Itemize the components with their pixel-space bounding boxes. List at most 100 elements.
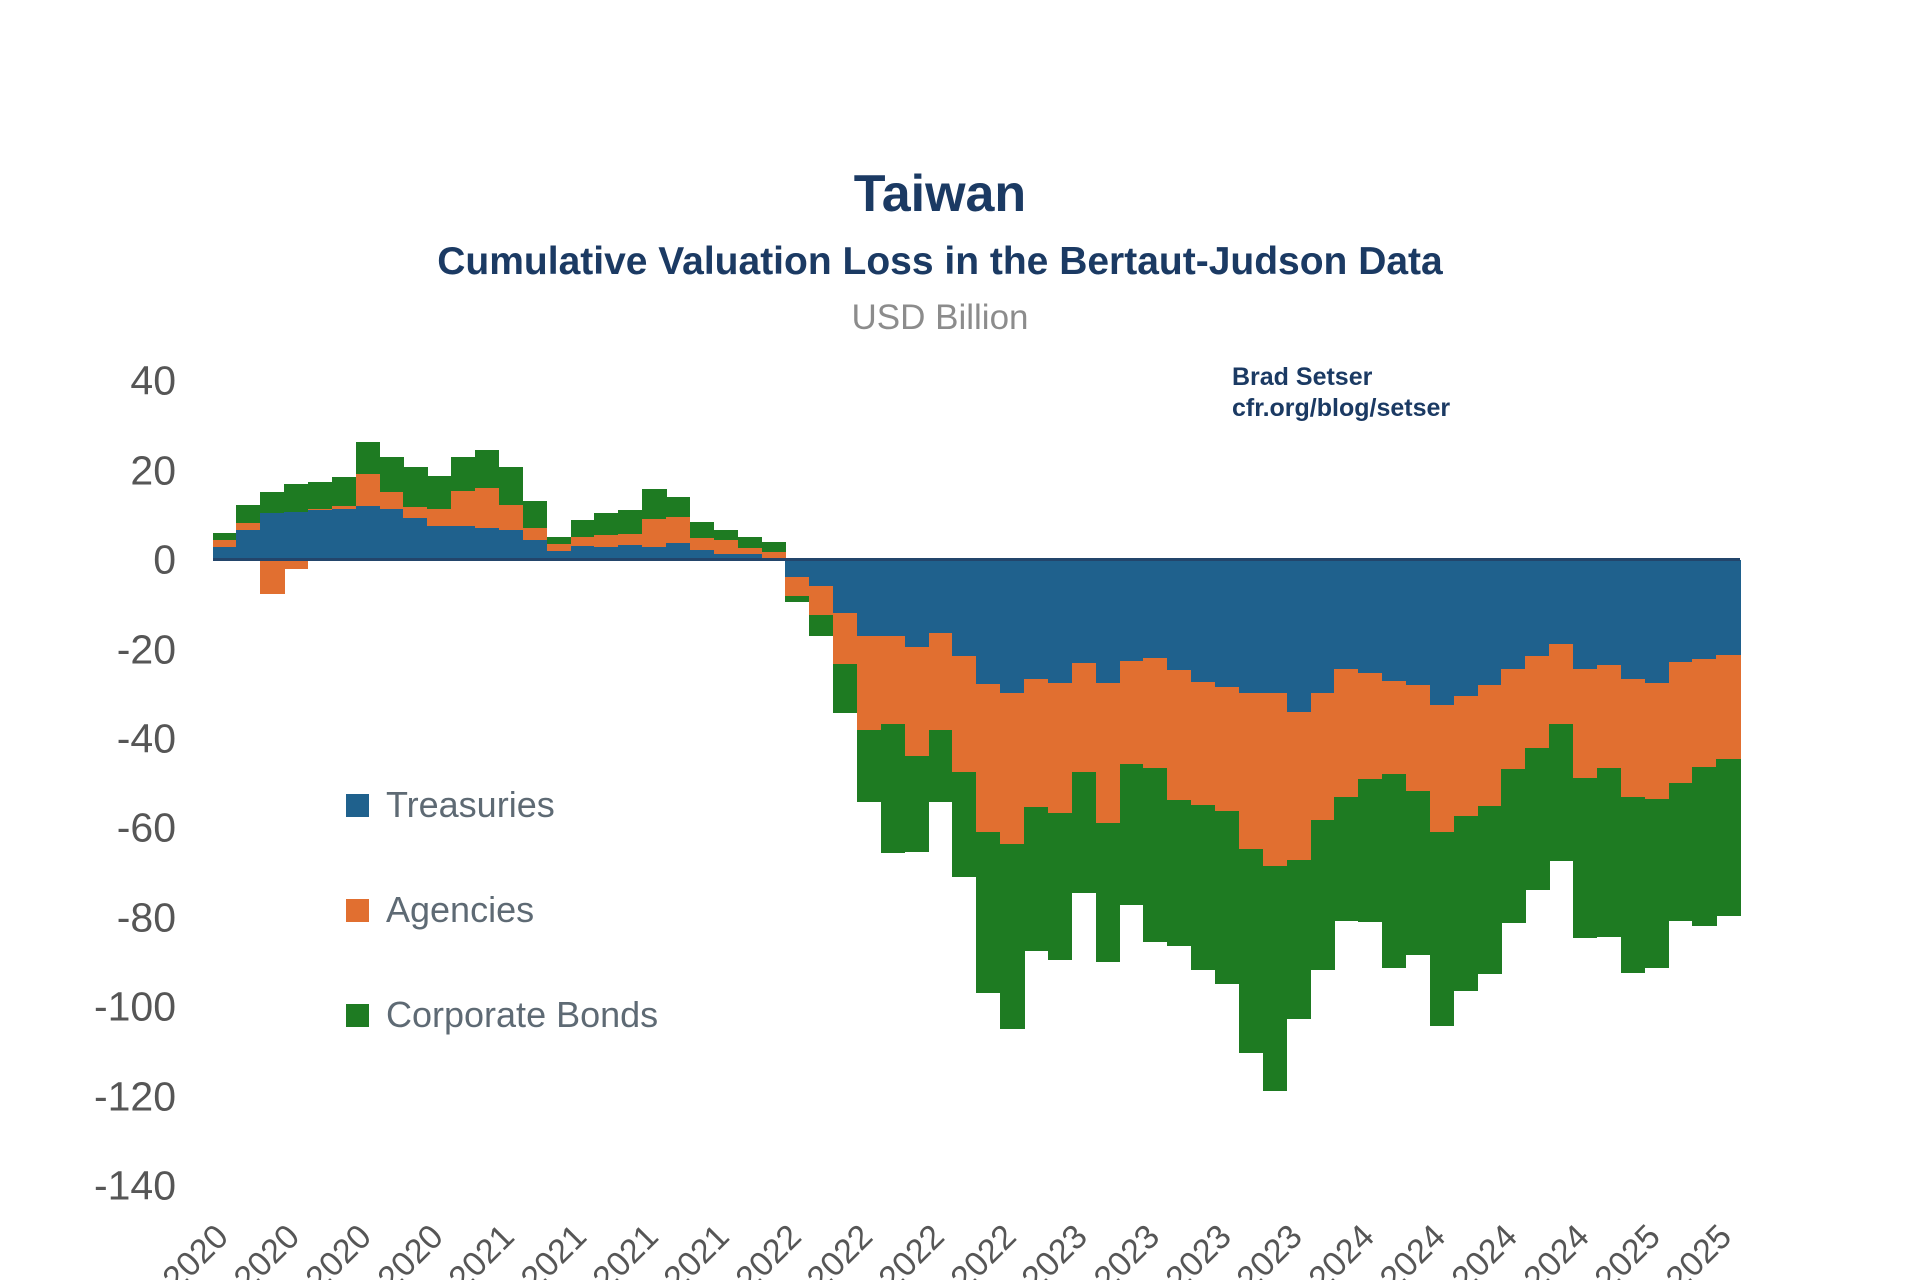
bar-segment [1191, 682, 1216, 806]
y-tick-label: -80 [116, 894, 176, 941]
bar-segment [451, 491, 476, 526]
bar-segment [1071, 771, 1097, 894]
bar-segment [761, 542, 786, 553]
bar-segment [522, 527, 548, 540]
bar-segment [498, 529, 524, 560]
bar-segment [880, 560, 906, 637]
bar-segment [856, 636, 882, 730]
bar-segment [1692, 766, 1717, 926]
y-tick-label: -20 [116, 626, 176, 672]
legend-item-corporate-bonds: Corporate Bonds [346, 994, 658, 1036]
bar-segment [833, 612, 858, 665]
bar-segment [642, 546, 667, 560]
bar-segment [952, 771, 977, 877]
y-tick-label: 40 [130, 357, 176, 404]
bar-segment [928, 633, 953, 731]
bar-segment [1334, 560, 1359, 670]
bar-segment [546, 550, 572, 560]
bar-segment [236, 504, 261, 523]
bar-segment [1573, 777, 1598, 938]
bar-segment [1262, 866, 1288, 1091]
bar-segment [1047, 683, 1073, 813]
bar-segment [666, 517, 691, 543]
bar-segment [307, 508, 333, 510]
bar-segment [1668, 783, 1693, 921]
bar-segment [212, 532, 237, 541]
bar-segment [331, 506, 357, 509]
bar-segment [1143, 768, 1168, 943]
bar-segment [331, 508, 357, 560]
bar-segment [570, 520, 595, 538]
y-tick-label: 0 [153, 536, 176, 583]
legend-label: Treasuries [386, 784, 555, 825]
bar-segment [1167, 670, 1192, 800]
bar-segment [1310, 693, 1335, 821]
bar-segment [1692, 659, 1717, 767]
bar-segment [1716, 654, 1741, 760]
bar-segment [928, 560, 953, 634]
bar-segment [260, 513, 285, 560]
bar-segment [403, 507, 428, 519]
bar-segment [904, 646, 930, 756]
bar-segment [856, 560, 882, 637]
bar-segment [689, 537, 715, 550]
bar-segment [928, 730, 953, 802]
bar-segment [570, 546, 595, 560]
bar-segment [689, 521, 715, 538]
legend-item-treasuries: Treasuries [346, 784, 555, 826]
bar-segment [1596, 664, 1622, 768]
bar-segment [236, 522, 261, 530]
bar-segment [355, 442, 381, 475]
bar-segment [522, 539, 548, 560]
bar-segment [809, 615, 834, 637]
bar-segment [1024, 560, 1049, 679]
bar-segment [1477, 684, 1502, 807]
bar-segment [498, 467, 524, 505]
bar-segment [355, 474, 381, 506]
bar-segment [379, 508, 404, 560]
bar-segment [952, 560, 977, 656]
bar-segment [1406, 560, 1431, 685]
bar-segment [737, 548, 762, 555]
bar-segment [1286, 560, 1311, 713]
bar-segment [498, 504, 524, 530]
bar-segment [1596, 560, 1622, 665]
bar-segment [1358, 779, 1383, 923]
bar-segment [1143, 560, 1168, 658]
bar-segment [809, 560, 834, 586]
bar-segment [1215, 686, 1240, 811]
bar-segment [880, 636, 906, 725]
bar-segment [1644, 560, 1670, 684]
bar-segment [785, 595, 810, 602]
bar-segment [904, 560, 930, 647]
bar-segment [594, 513, 619, 536]
bar-segment [689, 549, 715, 560]
bar-segment [379, 456, 404, 493]
bar-segment [737, 536, 762, 549]
bar-segment [1382, 680, 1407, 775]
bar-segment [713, 530, 739, 541]
bar-segment [1668, 661, 1693, 784]
bar-segment [1191, 560, 1216, 683]
bar-segment [1119, 660, 1144, 764]
bar-segment [1286, 712, 1311, 860]
bar-segment [1167, 560, 1192, 671]
bar-segment [737, 554, 762, 560]
bar-segment [1000, 560, 1025, 694]
y-tick-label: -140 [93, 1162, 176, 1209]
bar-segment [1310, 820, 1335, 970]
bar-segment [856, 729, 882, 802]
bar-segment [952, 655, 977, 772]
bar-segment [475, 527, 500, 560]
bar-segment [355, 505, 381, 560]
bar-segment [1453, 816, 1479, 991]
bar-segment [1143, 657, 1168, 768]
bar-segment [642, 488, 667, 520]
bar-segment [1501, 669, 1526, 770]
legend-item-agencies: Agencies [346, 889, 534, 931]
bar-segment [785, 577, 810, 596]
zero-axis-line [212, 558, 1741, 561]
bar-segment [475, 487, 500, 528]
bar-segment [1716, 759, 1741, 917]
bar-segment [1429, 704, 1455, 833]
